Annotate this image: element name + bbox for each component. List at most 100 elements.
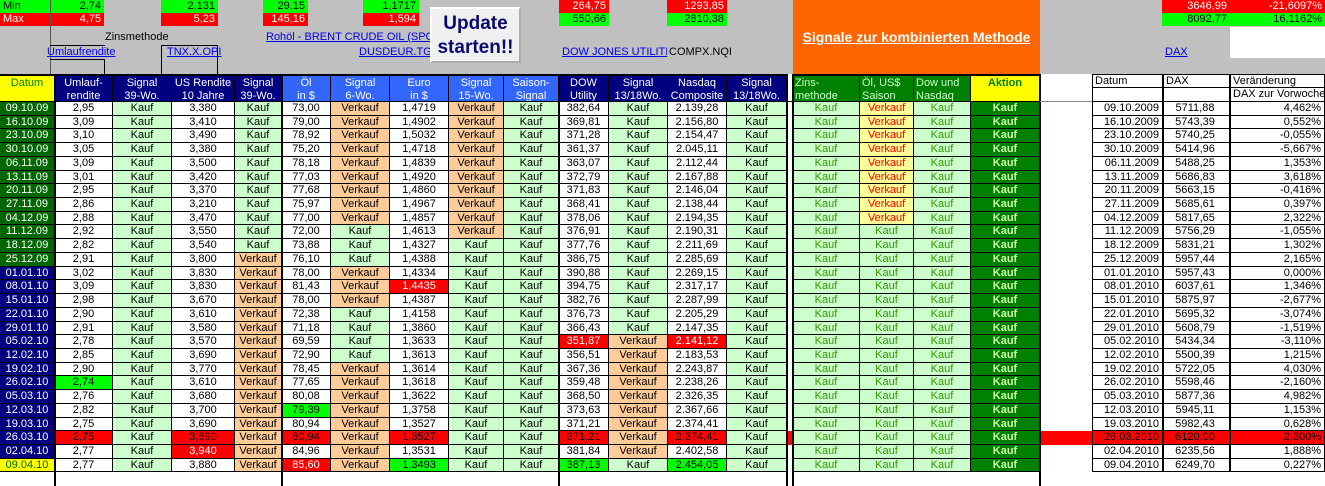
cell-dow-utility: 376,91 xyxy=(559,225,609,240)
cell-dow-utility: 367,36 xyxy=(559,362,609,377)
cell-signal-dow: Kauf xyxy=(609,239,668,253)
cell-zinsmethode: Kauf xyxy=(793,143,860,157)
umlaufrendite-link[interactable]: Umlaufrendite xyxy=(47,46,116,58)
dax-cell-veraenderung: -3,074% xyxy=(1230,307,1325,322)
header-us-rendite: US Rendite 10 Jahre xyxy=(172,74,235,102)
cell-aktion: Kauf xyxy=(971,252,1040,267)
cell-signal-oel: Verkauf xyxy=(331,417,390,432)
cell-dow-nasdaq: Kauf xyxy=(914,335,971,349)
cell-us-rendite: 3,880 xyxy=(172,458,235,473)
header-signal-oel: Signal 6-Wo. xyxy=(331,74,390,102)
cell-nasdaq: 2.374,41 xyxy=(668,417,727,432)
cell-signal-euro: Kauf xyxy=(449,417,504,432)
cell-umlaufrendite: 2,90 xyxy=(55,307,113,322)
dax-cell-dax: 5414,96 xyxy=(1163,143,1230,157)
cell-signal-euro: Verkauf xyxy=(449,184,504,199)
cell-dow-utility: 351,87 xyxy=(559,335,609,349)
cell-signal-umlauf: Kauf xyxy=(113,348,172,363)
dax-cell-dax: 5685,61 xyxy=(1163,198,1230,212)
cell-saison-signal: Kauf xyxy=(504,280,559,295)
dusdeur-link[interactable]: DUSDEUR.TGT xyxy=(359,46,439,58)
header-oel-saison: Öl, US$ Saison xyxy=(860,74,914,102)
cell-us-rendite: 3,680 xyxy=(172,390,235,404)
umlauf-min: 2,74 xyxy=(51,0,104,13)
cell-oel-saison: Kauf xyxy=(860,225,914,240)
cell-umlaufrendite: 3,01 xyxy=(55,170,113,185)
cell-signal-nasdaq: Kauf xyxy=(727,445,787,459)
cell-signal-us: Kauf xyxy=(235,239,282,253)
header-nasdaq: Nasdaq Composite xyxy=(668,74,727,102)
cell-oel-saison: Kauf xyxy=(860,239,914,253)
cell-dow-utility: 366,43 xyxy=(559,321,609,336)
cell-oel-saison: Kauf xyxy=(860,417,914,432)
cell-datum: 18.12.09 xyxy=(0,239,55,253)
cell-nasdaq: 2.374,41 xyxy=(668,431,727,445)
cell-oel-saison: Verkauf xyxy=(860,102,914,116)
dax-cell-datum: 05.02.2010 xyxy=(1092,335,1163,349)
cell-zinsmethode: Kauf xyxy=(793,362,860,377)
dax-cell-dax: 6235,56 xyxy=(1163,445,1230,459)
dax-cell-veraenderung: 1,353% xyxy=(1230,156,1325,171)
cell-signal-umlauf: Kauf xyxy=(113,170,172,185)
cell-signal-umlauf: Kauf xyxy=(113,252,172,267)
cell-oel-saison: Verkauf xyxy=(860,198,914,212)
tnx-link[interactable]: TNX.X.OPI xyxy=(167,46,222,58)
header-label: in $ xyxy=(297,90,315,102)
cell-signal-oel: Verkauf xyxy=(331,115,390,130)
header-oel: Öl in $ xyxy=(282,74,331,102)
cell-oel-saison: Verkauf xyxy=(860,129,914,144)
cell-signal-euro: Kauf xyxy=(449,321,504,336)
header-label: Saison- xyxy=(512,77,550,89)
dax-subheader-dax xyxy=(1163,88,1230,102)
cell-signal-us: Verkauf xyxy=(235,321,282,336)
dax-subheader-datum xyxy=(1092,88,1163,102)
cell-saison-signal: Kauf xyxy=(504,115,559,130)
cell-datum: 30.10.09 xyxy=(0,143,55,157)
header-label: Datum xyxy=(10,77,44,89)
cell-dow-nasdaq: Kauf xyxy=(914,252,971,267)
combined-method-banner[interactable]: Signale zur kombinierten Methode xyxy=(793,0,1040,74)
cell-aktion: Kauf xyxy=(971,115,1040,130)
cell-euro: 1,4839 xyxy=(390,156,449,171)
zinsmethode-label: Zinsmethode xyxy=(105,31,169,43)
top-area: Min Max 2,74 4,75 2,131 5,23 29,15 145,1… xyxy=(0,0,1325,74)
cell-nasdaq: 2.146,04 xyxy=(668,184,727,199)
rohoel-link[interactable]: Rohöl - BRENT CRUDE OIL (SPOT) xyxy=(266,31,445,43)
cell-dow-nasdaq: Kauf xyxy=(914,156,971,171)
dax-cell-veraenderung: 2,165% xyxy=(1230,252,1325,267)
gridline xyxy=(50,0,51,74)
dowjones-link[interactable]: DOW JONES UTILITIES xyxy=(562,46,667,58)
cell-signal-euro: Kauf xyxy=(449,362,504,377)
cell-signal-us: Kauf xyxy=(235,225,282,240)
dax-link[interactable]: DAX xyxy=(1165,46,1188,58)
cell-oel-saison: Kauf xyxy=(860,294,914,308)
cell-datum: 19.02.10 xyxy=(0,362,55,377)
dow-min: 264,75 xyxy=(559,0,609,13)
cell-signal-euro: Kauf xyxy=(449,252,504,267)
cell-aktion: Kauf xyxy=(971,129,1040,144)
cell-dow-nasdaq: Kauf xyxy=(914,417,971,432)
cell-signal-euro: Kauf xyxy=(449,376,504,391)
cell-signal-umlauf: Kauf xyxy=(113,458,172,473)
dax-cell-dax: 5434,34 xyxy=(1163,335,1230,349)
cell-aktion: Kauf xyxy=(971,335,1040,349)
cell-saison-signal: Kauf xyxy=(504,198,559,212)
header-signal-nasdaq: Signal 13/18Wo. xyxy=(727,74,787,102)
dax-min: 3646,99 xyxy=(1162,0,1230,13)
cell-datum: 20.11.09 xyxy=(0,184,55,199)
cell-nasdaq: 2.156,80 xyxy=(668,115,727,130)
cell-dow-nasdaq: Kauf xyxy=(914,348,971,363)
cell-signal-euro: Kauf xyxy=(449,266,504,281)
cell-dow-utility: 368,41 xyxy=(559,198,609,212)
cell-datum: 06.11.09 xyxy=(0,156,55,171)
header-label: Nasdaq xyxy=(916,90,954,102)
cell-us-rendite: 3,420 xyxy=(172,170,235,185)
cell-zinsmethode: Kauf xyxy=(793,348,860,363)
cell-signal-umlauf: Kauf xyxy=(113,143,172,157)
cell-dow-nasdaq: Kauf xyxy=(914,280,971,295)
cell-signal-euro: Kauf xyxy=(449,458,504,473)
dax-header-dax: DAX xyxy=(1163,74,1230,88)
cell-us-rendite: 3,490 xyxy=(172,129,235,144)
update-start-button[interactable]: Update starten!! xyxy=(430,7,521,63)
cell-saison-signal: Kauf xyxy=(504,307,559,322)
